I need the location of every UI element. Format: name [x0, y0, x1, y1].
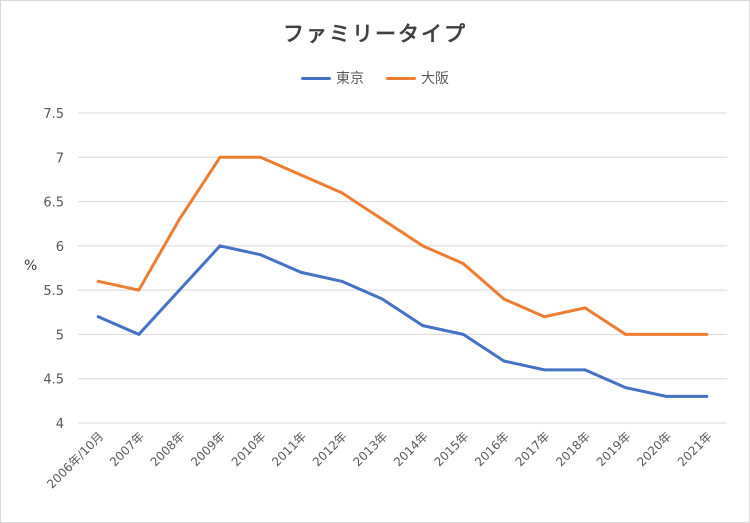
- data-point: [624, 386, 628, 390]
- data-point: [380, 217, 384, 221]
- data-point: [421, 324, 425, 328]
- chart-legend: 東京 大阪: [0, 68, 750, 88]
- x-tick-label: 2010年: [229, 429, 269, 469]
- legend-swatch-tokyo: [301, 76, 331, 80]
- y-tick-label: 4: [56, 417, 64, 432]
- x-tick-label: 2015年: [431, 429, 471, 469]
- x-tick-label: 2007年: [107, 429, 147, 469]
- x-tick-label: 2021年: [675, 429, 715, 469]
- chart-title: ファミリータイプ: [283, 22, 467, 46]
- x-tick-label: 2016年: [472, 429, 512, 469]
- data-point: [502, 297, 506, 301]
- legend-item-osaka: 大阪: [386, 68, 449, 88]
- y-tick-label: 5: [56, 328, 64, 343]
- data-point: [705, 332, 709, 336]
- data-point: [137, 332, 141, 336]
- data-point: [664, 332, 668, 336]
- data-point: [96, 315, 100, 319]
- data-point: [137, 288, 141, 292]
- y-tick-label: 6: [56, 240, 64, 255]
- data-point: [340, 191, 344, 195]
- data-point: [177, 217, 181, 221]
- data-point: [218, 155, 222, 159]
- data-point: [542, 368, 546, 372]
- data-point: [299, 173, 303, 177]
- x-tick-label: 2012年: [310, 429, 350, 469]
- data-point: [542, 315, 546, 319]
- x-tick-label: 2009年: [188, 429, 228, 469]
- data-point: [664, 394, 668, 398]
- data-point: [380, 297, 384, 301]
- legend-item-tokyo: 東京: [301, 68, 364, 88]
- series-line-tokyo: [96, 244, 709, 398]
- legend-label-tokyo: 東京: [336, 71, 364, 87]
- data-point: [340, 279, 344, 283]
- data-point: [461, 262, 465, 266]
- x-tick-label: 2011年: [269, 429, 309, 469]
- y-tick-label: 7: [56, 151, 64, 166]
- x-tick-label: 2013年: [350, 429, 390, 469]
- data-point: [218, 244, 222, 248]
- data-point: [624, 332, 628, 336]
- data-point: [583, 306, 587, 310]
- y-tick-label: 7.5: [43, 107, 64, 122]
- series-line-osaka: [96, 155, 709, 336]
- data-point: [705, 394, 709, 398]
- x-tick-label: 2019年: [594, 429, 634, 469]
- data-point: [421, 244, 425, 248]
- data-point: [96, 279, 100, 283]
- data-point: [299, 270, 303, 274]
- x-tick-label: 2017年: [513, 429, 553, 469]
- y-tick-label: 5.5: [43, 284, 64, 299]
- x-tick-label: 2020年: [634, 429, 674, 469]
- x-tick-label: 2008年: [148, 429, 188, 469]
- data-point: [502, 359, 506, 363]
- data-point: [259, 155, 263, 159]
- legend-label-osaka: 大阪: [421, 71, 449, 87]
- data-point: [177, 288, 181, 292]
- x-tick-label: 2006年/10月: [44, 429, 106, 491]
- y-tick-label: 6.5: [43, 196, 64, 211]
- y-axis-label: %: [24, 258, 38, 274]
- data-point: [259, 253, 263, 257]
- x-tick-label: 2014年: [391, 429, 431, 469]
- data-point: [461, 332, 465, 336]
- legend-swatch-osaka: [386, 76, 416, 80]
- data-point: [583, 368, 587, 372]
- y-tick-label: 4.5: [43, 373, 64, 388]
- x-tick-label: 2018年: [553, 429, 593, 469]
